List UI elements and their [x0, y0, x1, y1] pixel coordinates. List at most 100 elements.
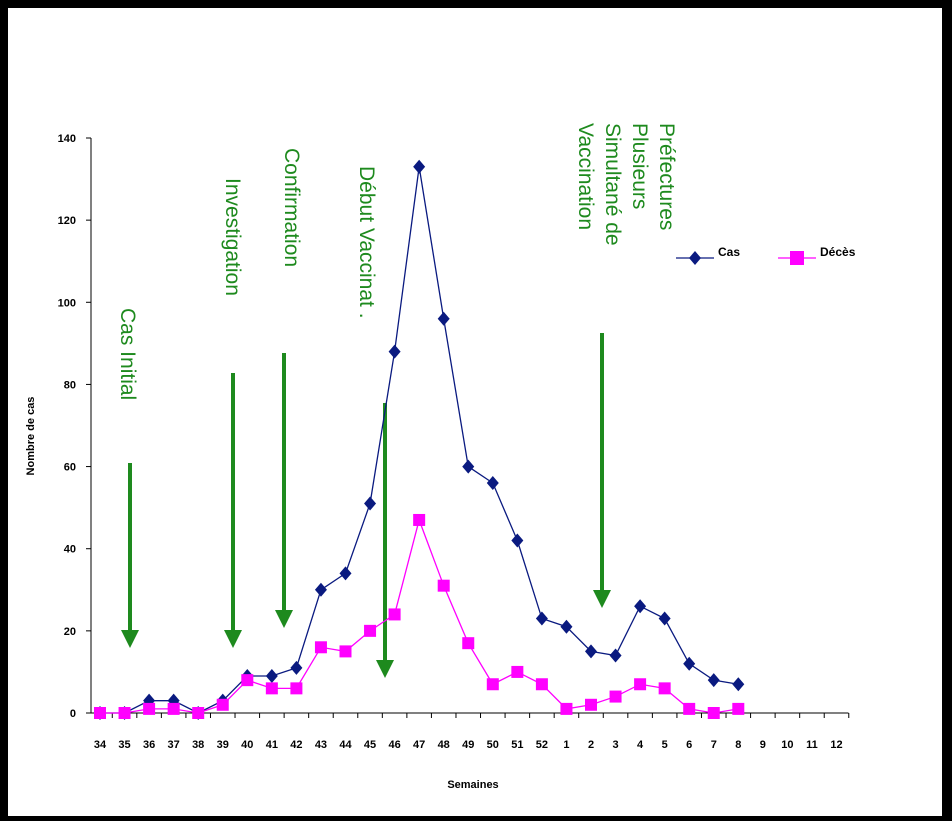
x-tick-label: 36: [143, 739, 155, 751]
x-tick-label: 40: [241, 739, 253, 751]
x-tick-label: 11: [806, 739, 818, 751]
data-point: [535, 611, 548, 626]
y-tick-label: 20: [64, 626, 76, 638]
chart-frame: 0 20 40 60 80 100 120 140 34 35 36 37 38 39 40 41 42 43 44…: [8, 8, 942, 816]
data-point: [290, 682, 303, 695]
data-point: [683, 656, 696, 671]
data-point: [290, 660, 303, 675]
data-point: [364, 496, 377, 511]
data-point: [560, 619, 573, 634]
x-tick-label: 4: [637, 739, 644, 751]
x-tick-label: 38: [192, 739, 204, 751]
legend-item: Cas: [676, 245, 740, 265]
x-tick-label: 50: [487, 739, 499, 751]
data-point: [413, 159, 426, 174]
y-tick-label: 40: [64, 544, 76, 556]
annotation: Investigation: [221, 178, 244, 648]
data-point: [683, 702, 696, 715]
data-point: [486, 678, 499, 691]
x-tick-label: 39: [217, 739, 229, 751]
data-point: [339, 645, 352, 658]
x-tick-label: 44: [339, 739, 352, 751]
annotation-arrowhead: [224, 630, 242, 648]
x-tick-label: 10: [781, 739, 793, 751]
data-point: [732, 702, 745, 715]
data-point: [364, 624, 377, 637]
y-axis-label: Nombre de cas: [25, 397, 37, 476]
data-point: [511, 533, 524, 548]
data-point: [339, 566, 352, 581]
x-tick-label: 45: [364, 739, 376, 751]
data-point: [658, 611, 671, 626]
data-point: [437, 579, 450, 592]
data-point: [707, 707, 720, 719]
data-point: [486, 476, 499, 490]
series-deces: [94, 513, 745, 719]
data-point: [585, 698, 597, 711]
annotation-arrowhead: [275, 610, 293, 628]
data-point: [707, 673, 720, 688]
annotation-text: Confirmation: [280, 148, 303, 267]
data-point: [609, 690, 622, 703]
data-point: [265, 682, 278, 695]
x-tick-label: 48: [438, 739, 450, 751]
annotation: Confirmation: [275, 148, 303, 628]
data-point: [732, 677, 745, 692]
data-point: [216, 698, 229, 711]
series-layer: [94, 159, 745, 720]
data-point: [388, 608, 401, 621]
data-point: [167, 702, 180, 715]
y-tick-label: 140: [58, 133, 76, 145]
legend: Cas Décès: [676, 245, 856, 265]
data-point: [511, 665, 524, 678]
data-point: [118, 707, 131, 719]
data-point: [634, 678, 647, 691]
data-point: [143, 702, 156, 715]
data-point: [388, 344, 401, 359]
annotations: Cas Initial Investigation Confirmation Débu…: [116, 123, 678, 678]
x-tick-label: 8: [735, 739, 741, 751]
x-tick-label: 49: [462, 739, 474, 751]
x-tick-label: 35: [118, 739, 130, 751]
data-point: [314, 582, 327, 597]
x-tick-label: 3: [612, 739, 618, 751]
x-tick-label: 2: [588, 739, 594, 751]
data-point: [413, 513, 426, 526]
annotation-text: Début Vaccinat .: [355, 166, 378, 319]
data-point: [560, 702, 573, 715]
data-point: [658, 682, 671, 695]
data-point: [634, 599, 647, 614]
data-point: [314, 641, 327, 654]
legend-label: Cas: [718, 245, 740, 259]
annotation-arrowhead: [121, 630, 139, 648]
annotation-text: Cas Initial: [116, 308, 139, 400]
x-tick-label: 37: [168, 739, 180, 751]
x-tick-label: 9: [760, 739, 766, 751]
x-tick-label: 43: [315, 739, 327, 751]
x-tick-label: 42: [290, 739, 302, 751]
data-point: [437, 311, 450, 326]
legend-label: Décès: [820, 245, 856, 259]
annotation-text: Vaccination Simultané de Plusieurs Préfectu…: [574, 123, 678, 246]
series-line: [100, 166, 739, 714]
x-axis-label: Semaines: [447, 779, 498, 791]
x-tick-label: 7: [711, 739, 717, 751]
x-tick-label: 34: [94, 739, 107, 751]
x-tick-label: 12: [830, 739, 842, 751]
data-point: [462, 459, 475, 474]
data-point: [609, 648, 622, 663]
x-tick-label: 47: [413, 739, 425, 751]
y-tick-label: 80: [64, 379, 76, 391]
data-point: [241, 674, 254, 687]
y-tick-label: 100: [58, 297, 76, 309]
data-point: [94, 707, 106, 719]
legend-marker: [689, 251, 701, 265]
annotation-arrowhead: [593, 590, 611, 608]
x-tick-label: 6: [686, 739, 692, 751]
data-point: [265, 669, 278, 684]
data-point: [585, 644, 597, 659]
x-tick-label: 5: [662, 739, 668, 751]
y-tick-label: 120: [58, 215, 76, 227]
x-tick-label: 51: [511, 739, 523, 751]
